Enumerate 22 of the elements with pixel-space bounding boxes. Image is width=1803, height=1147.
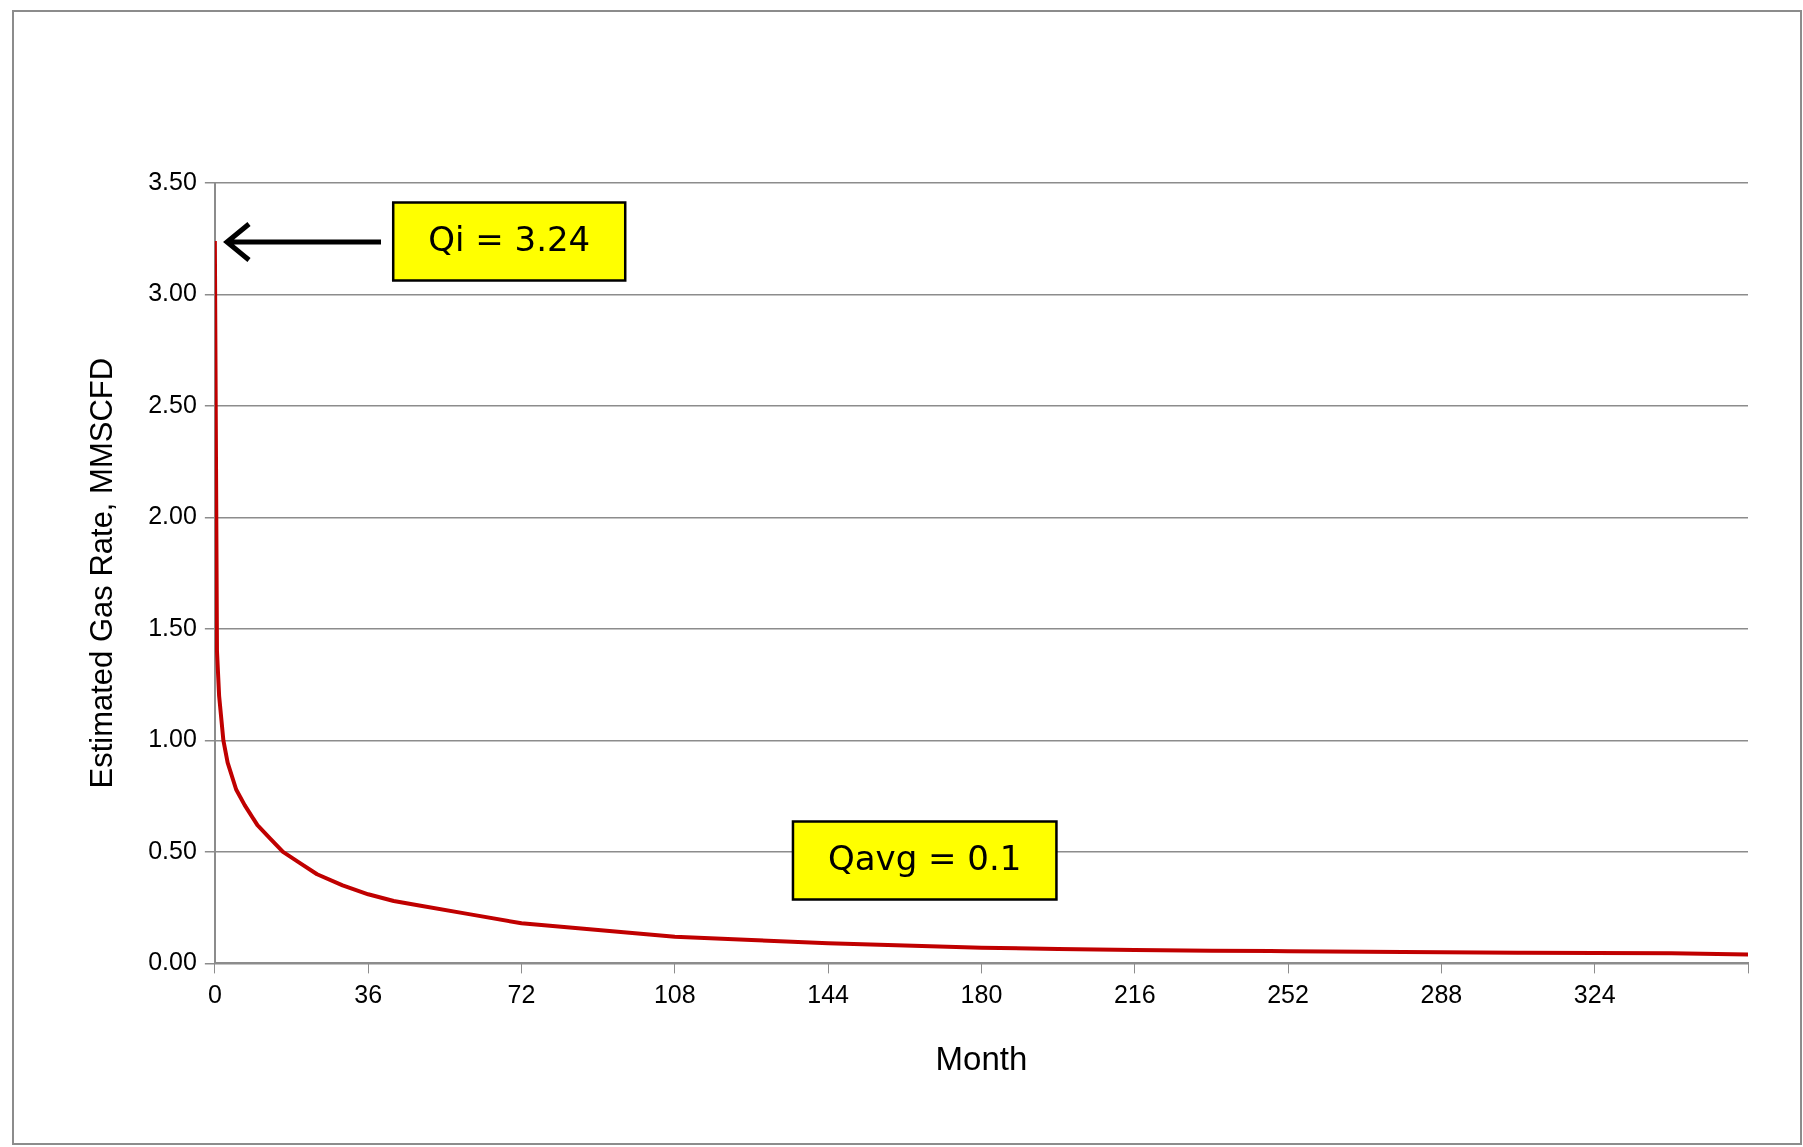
annotation: Qi = 3.24 bbox=[428, 219, 591, 260]
y-tick-label: 1.00 bbox=[148, 724, 197, 753]
x-tick-label: 36 bbox=[354, 980, 383, 1009]
y-tick-label: 2.50 bbox=[148, 389, 197, 418]
x-tick-label: 72 bbox=[507, 980, 536, 1009]
x-tick-label: 288 bbox=[1420, 980, 1463, 1009]
y-tick-label: 3.00 bbox=[148, 278, 197, 307]
x-tick-label: 216 bbox=[1113, 980, 1156, 1009]
x-tick-label: 252 bbox=[1267, 980, 1309, 1009]
x-tick-label: 324 bbox=[1573, 980, 1616, 1009]
x-axis-title: Month bbox=[935, 1040, 1028, 1078]
y-tick-label: 1.50 bbox=[148, 612, 197, 641]
y-axis-title: Estimated Gas Rate, MMSCFD bbox=[84, 357, 120, 789]
y-tick-label: 3.50 bbox=[148, 166, 197, 195]
x-tick-label: 144 bbox=[807, 980, 850, 1009]
y-tick-label: 0.00 bbox=[148, 947, 197, 976]
y-tick-label: 0.50 bbox=[148, 835, 197, 864]
x-tick-label: 108 bbox=[653, 980, 696, 1009]
y-tick-label: 2.00 bbox=[148, 501, 197, 530]
annotation: Qavg = 0.1 bbox=[827, 838, 1022, 879]
x-tick-label: 180 bbox=[960, 980, 1003, 1009]
x-tick-label: 0 bbox=[207, 980, 222, 1009]
